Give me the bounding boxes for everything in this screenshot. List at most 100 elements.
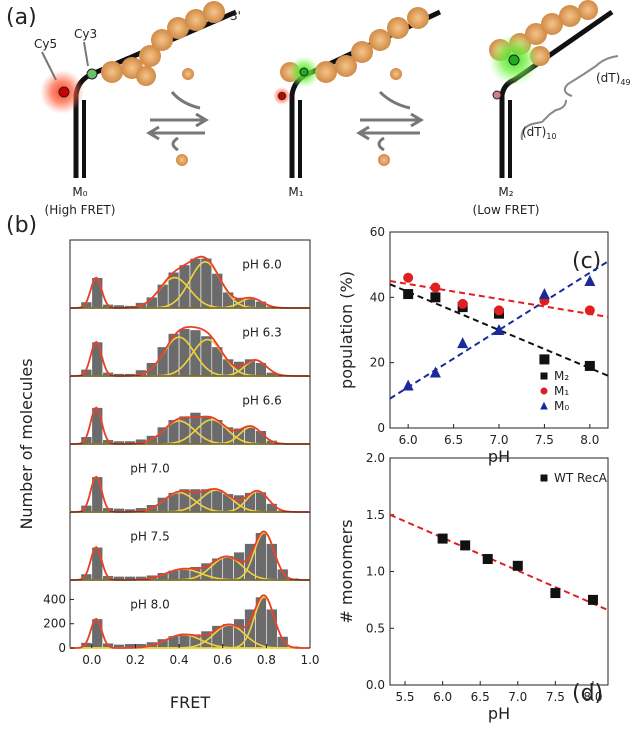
marker (494, 305, 504, 316)
fit-line (389, 280, 609, 318)
y-tick-label: 0.0 (366, 678, 385, 692)
bar (266, 608, 278, 649)
x-tick-label: 5.5 (395, 690, 414, 704)
y-tick-label: 2.0 (366, 451, 385, 465)
x-tick-label: 0.4 (170, 653, 189, 667)
y-tick-label: 20 (370, 356, 385, 370)
y-tick-label: 200 (43, 617, 66, 631)
arrows (146, 90, 424, 152)
x-tick-label: 6.5 (444, 433, 463, 447)
x-tick-label: 8.0 (583, 690, 602, 704)
marker (587, 594, 598, 605)
marker (460, 540, 471, 551)
span-text: (dT) (596, 71, 620, 85)
legend-label: M₂ (554, 369, 569, 383)
fit-sum (70, 406, 310, 445)
cy5 (58, 86, 70, 98)
bar (211, 273, 224, 309)
marker (540, 387, 548, 395)
marker (493, 324, 505, 335)
x-tick-label: 1.0 (300, 653, 319, 667)
cy5-label: Cy5 (34, 37, 57, 51)
y-tick-label: 60 (370, 225, 385, 239)
dna (289, 9, 442, 178)
marker (550, 588, 561, 599)
x-axis-label: FRET (170, 693, 210, 712)
marker (584, 360, 595, 371)
marker (437, 533, 448, 544)
y-tick-label: 1.0 (366, 565, 385, 579)
panel-label: (a) (6, 5, 37, 30)
cy3 (508, 54, 520, 66)
marker (540, 474, 548, 482)
free-beads (176, 68, 402, 166)
x-tick-label: 7.5 (535, 433, 554, 447)
cy5 (278, 92, 286, 100)
bar (156, 346, 169, 377)
panel-note: pH 6.0 (242, 258, 282, 272)
x-tick-label: 7.0 (489, 433, 508, 447)
span-sub: 10 (546, 132, 556, 141)
y-tick-label: 0.5 (366, 621, 385, 635)
x-tick-label: 6.5 (471, 690, 490, 704)
state-m2-drawing (488, 0, 619, 178)
span-label: (dT)10 (522, 125, 557, 141)
x-axis-label: pH (488, 447, 510, 466)
marker (540, 401, 548, 410)
marker (584, 275, 596, 286)
y-tick-label: 40 (370, 290, 385, 304)
bar (200, 257, 213, 309)
y-axis-label: Number of molecules (17, 358, 36, 529)
panel-label: (d) (572, 681, 603, 706)
y-axis-label: # monomers (337, 519, 356, 623)
marker (584, 305, 595, 316)
x-tick-label: 8.0 (580, 433, 599, 447)
x-tick-label: 0.8 (257, 653, 276, 667)
pointer (41, 41, 89, 81)
x-tick-label: 0.2 (126, 653, 145, 667)
marker (457, 337, 469, 349)
brace (520, 99, 567, 141)
marker (403, 272, 414, 283)
marker (430, 282, 441, 293)
marker (402, 379, 414, 391)
bar (222, 555, 234, 581)
beads (101, 1, 225, 86)
x-tick-label: 6.0 (399, 433, 418, 447)
marker (430, 292, 441, 303)
y-tick-label: 400 (43, 592, 66, 606)
panel-note: pH 8.0 (130, 598, 170, 612)
panel-label: (b) (6, 213, 37, 238)
span-sub: 49 (620, 78, 630, 87)
fit-sum (70, 255, 310, 309)
y-tick-label: 1.5 (366, 508, 385, 522)
x-axis-label: pH (488, 704, 510, 723)
cy3 (86, 68, 98, 80)
plot-frame (389, 457, 609, 686)
state-m0-drawing (40, 1, 237, 178)
x-tick-label: 6.0 (433, 690, 452, 704)
y-tick-label: 0 (58, 641, 66, 655)
span-label: (dT)49 (596, 71, 631, 87)
bar (156, 426, 169, 445)
marker (482, 554, 493, 565)
bar (156, 284, 169, 309)
bar (178, 633, 191, 649)
bar (211, 489, 224, 513)
state-m1-drawing (273, 7, 442, 178)
legend-label: WT RecA (554, 471, 608, 485)
x-tick-label: 7.0 (508, 690, 527, 704)
fit-line (389, 513, 609, 612)
state-name: M₀ (72, 185, 87, 199)
marker (512, 560, 523, 571)
bar (266, 543, 278, 581)
fit-sum (70, 530, 310, 581)
panel-label: (c) (572, 249, 601, 274)
panel-note: pH 7.5 (130, 530, 170, 544)
legend-label: M₀ (554, 399, 569, 413)
diagram: (a) (6, 0, 631, 217)
marker (457, 298, 468, 309)
x-tick-label: 0.6 (213, 653, 232, 667)
